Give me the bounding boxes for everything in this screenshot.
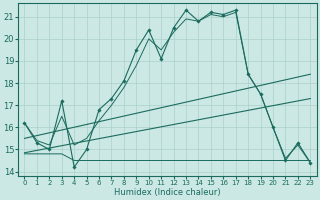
X-axis label: Humidex (Indice chaleur): Humidex (Indice chaleur) <box>114 188 221 197</box>
